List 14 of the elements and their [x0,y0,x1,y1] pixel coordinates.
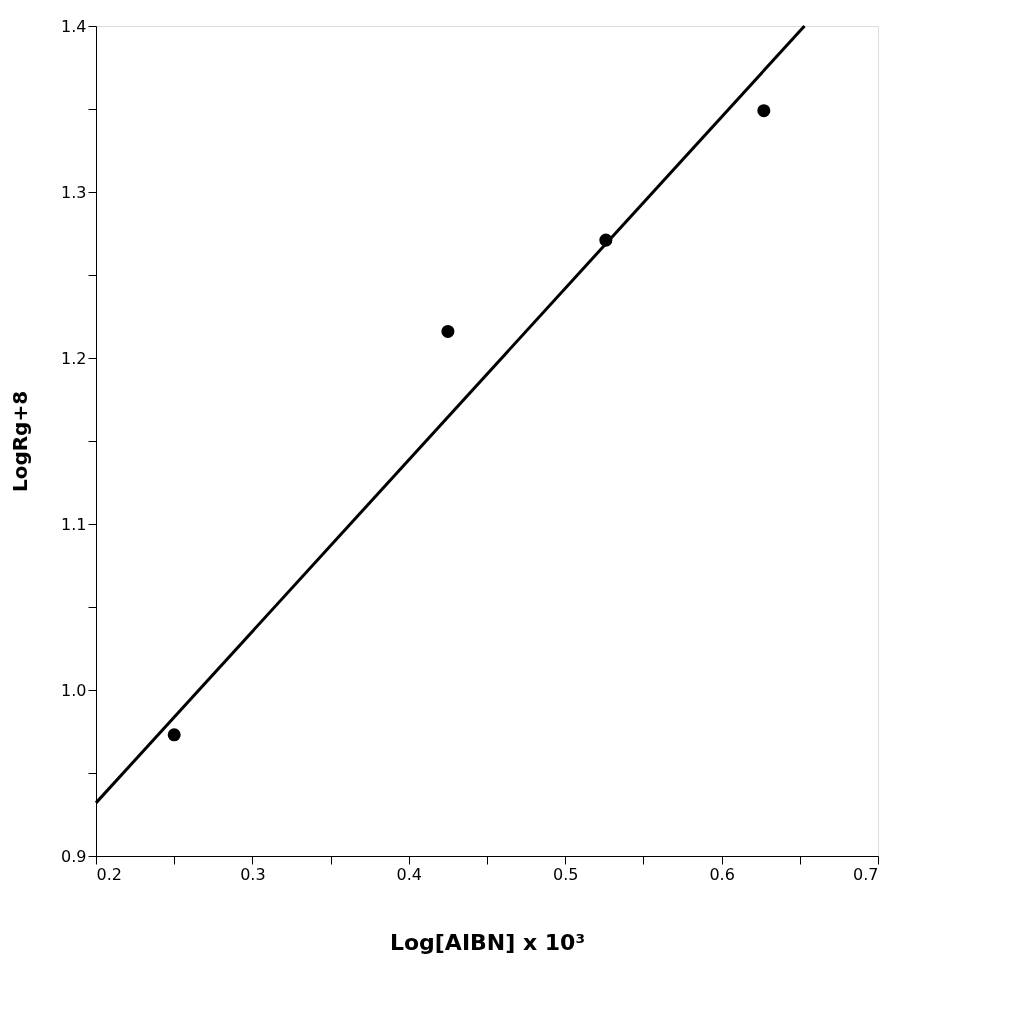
y-tick-label: 1.0 [61,680,87,700]
x-tick-label: 0.3 [240,864,266,884]
x-tick-label: 0.4 [396,864,423,884]
y-tick-label: 1.3 [61,182,87,202]
x-tick-label: 0.6 [709,864,735,884]
x-tick-label: 0.2 [96,864,122,884]
y-tick-label: 1.2 [61,348,87,368]
x-axis-title: Log[AIBN] x 10³ [389,929,586,955]
x-tick-label: 0.5 [552,864,579,884]
y-axis-title: LogRg+8 [8,390,33,493]
x-tick-label: 0.7 [853,864,879,884]
y-tick-label: 1.1 [61,514,87,534]
y-tick-label: 1.4 [61,16,87,36]
y-tick-label: 0.9 [61,846,87,866]
